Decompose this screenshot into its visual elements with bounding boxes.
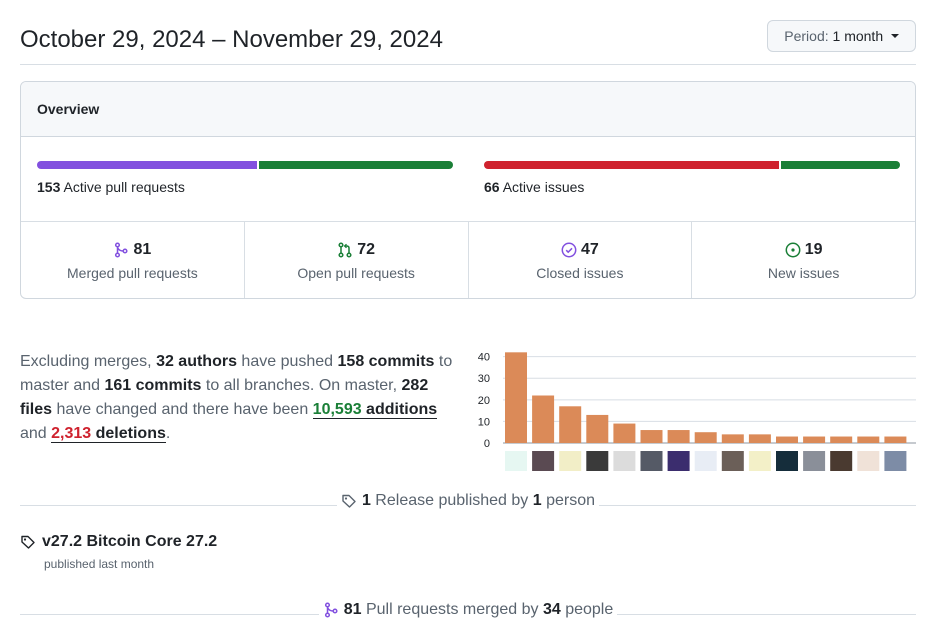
stat-merged-pull-requests[interactable]: 81 Merged pull requests — [21, 222, 245, 298]
pull-requests-progress-bar[interactable] — [37, 161, 453, 169]
active-pull-requests-label: 153 Active pull requests — [37, 179, 185, 195]
author-avatar[interactable] — [857, 451, 880, 471]
stat-closed-issues[interactable]: 47 Closed issues — [469, 222, 693, 298]
issue-closed-icon — [561, 242, 577, 258]
stat-new-issues[interactable]: 19 New issues — [692, 222, 915, 298]
master-commits-count: 158 commits — [337, 353, 435, 370]
active-issues-text: Active issues — [502, 179, 585, 195]
y-tick-label: 0 — [484, 438, 490, 450]
author-avatar[interactable] — [505, 451, 527, 471]
merged-segment — [37, 161, 258, 169]
author-avatar[interactable] — [884, 451, 907, 471]
active-issues-count: 66 — [484, 179, 500, 195]
overview-bars — [21, 137, 915, 222]
y-tick-label: 40 — [478, 352, 490, 364]
commit-bar[interactable] — [586, 414, 609, 443]
closed-segment — [484, 161, 780, 169]
overview-panel: Overview 153 Active pull requests 66 Act… — [20, 81, 916, 299]
merged-pr-label: Merged pull requests — [67, 265, 198, 281]
new-issues-label: New issues — [767, 265, 840, 281]
commit-bar[interactable] — [884, 436, 907, 443]
y-tick-label: 10 — [478, 416, 490, 428]
y-tick-label: 20 — [478, 395, 490, 407]
releases-people-count: 1 — [532, 492, 542, 509]
commit-summary: Excluding merges, 32 authors have pushed… — [20, 353, 453, 443]
releases-divider: 1 Release published by 1 person — [0, 492, 936, 514]
authors-count: 32 authors — [156, 353, 237, 370]
release-item: v27.2 Bitcoin Core 27.2 published last m… — [20, 533, 217, 571]
merged-prs-divider: 81 Pull requests merged by 34 people — [0, 601, 936, 623]
commit-bar[interactable] — [559, 406, 582, 443]
overview-stats: 81 Merged pull requests 72 Open pull req… — [21, 222, 915, 298]
commits-by-author-chart: 0 10 20 30 40 — [478, 352, 916, 471]
all-commits-count: 161 commits — [104, 377, 202, 394]
open-pr-count: 72 — [357, 241, 376, 258]
commit-bar[interactable] — [857, 436, 880, 443]
release-published-date: published last month — [44, 557, 155, 571]
commit-bar[interactable] — [532, 395, 555, 444]
y-tick-label: 30 — [478, 373, 490, 385]
merged-prs-count: 81 — [343, 601, 362, 618]
author-avatar[interactable] — [694, 451, 717, 471]
caret-down-icon — [891, 34, 899, 39]
author-avatar[interactable] — [721, 451, 744, 471]
author-avatar[interactable] — [776, 451, 798, 471]
commit-bar[interactable] — [830, 436, 853, 443]
author-avatar[interactable] — [748, 451, 771, 471]
active-pr-text: Active pull requests — [63, 179, 185, 195]
closed-issues-count: 47 — [580, 241, 599, 258]
commit-bar[interactable] — [505, 352, 527, 443]
open-segment — [257, 161, 453, 169]
period-label: Period: — [784, 28, 829, 44]
commit-bar[interactable] — [667, 430, 690, 443]
closed-issues-label: Closed issues — [536, 265, 624, 281]
author-avatar[interactable] — [532, 451, 555, 471]
commit-bar[interactable] — [640, 430, 663, 443]
date-range-title: October 29, 2024 – November 29, 2024 — [20, 26, 443, 53]
overview-title: Overview — [21, 82, 915, 137]
issues-progress-bar[interactable] — [484, 161, 900, 169]
additions-link[interactable]: 10,593 additions — [312, 401, 438, 419]
release-title-link[interactable]: v27.2 Bitcoin Core 27.2 — [42, 533, 218, 550]
commit-bar[interactable] — [721, 434, 744, 443]
new-issues-count: 19 — [804, 241, 823, 258]
author-avatar[interactable] — [667, 451, 690, 471]
tag-icon — [21, 535, 35, 549]
pulse-header: October 29, 2024 – November 29, 2024 Per… — [20, 0, 916, 65]
active-pr-count: 153 — [37, 179, 61, 195]
active-issues-label: 66 Active issues — [484, 179, 584, 195]
author-avatar[interactable] — [559, 451, 582, 471]
author-avatar[interactable] — [803, 451, 826, 471]
commit-bar[interactable] — [803, 436, 826, 443]
period-value: 1 month — [832, 28, 884, 44]
author-avatar[interactable] — [613, 451, 636, 471]
merged-pr-count: 81 — [133, 241, 152, 258]
issue-opened-icon — [785, 242, 801, 258]
commit-bar[interactable] — [613, 423, 636, 443]
period-dropdown-button[interactable]: Period: 1 month — [767, 20, 916, 52]
merged-prs-people-count: 34 — [542, 601, 561, 618]
author-avatar[interactable] — [640, 451, 663, 471]
author-avatar[interactable] — [586, 451, 609, 471]
stat-open-pull-requests[interactable]: 72 Open pull requests — [245, 222, 469, 298]
git-merge-icon — [115, 242, 129, 258]
open-pr-label: Open pull requests — [297, 265, 415, 281]
files-changed-count: 282 files — [20, 377, 429, 418]
author-avatar[interactable] — [830, 451, 853, 471]
commit-bar[interactable] — [776, 436, 798, 443]
tag-icon — [342, 494, 356, 508]
git-pull-request-icon — [338, 242, 352, 258]
commit-bar[interactable] — [748, 434, 771, 443]
commit-bar[interactable] — [694, 432, 717, 443]
deletions-link[interactable]: 2,313 deletions — [51, 425, 166, 443]
new-segment — [779, 161, 900, 169]
releases-count: 1 — [361, 492, 371, 509]
git-merge-icon — [324, 602, 338, 618]
